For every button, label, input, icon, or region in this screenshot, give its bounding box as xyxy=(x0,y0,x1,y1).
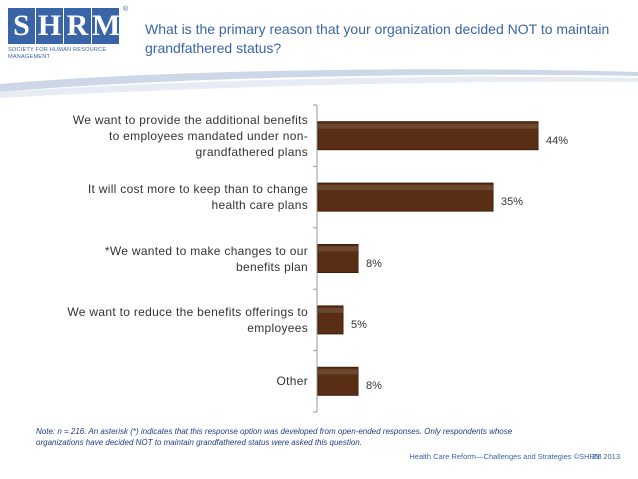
category-label-3: *We wanted to make changes to our benefit… xyxy=(20,243,308,275)
category-label-2: It will cost more to keep than to change… xyxy=(20,181,308,213)
category-label-line: We want to provide the additional benefi… xyxy=(72,112,308,127)
footnote: Note: n = 216. An asterisk (*) indicates… xyxy=(36,427,513,447)
bar-highlight-2 xyxy=(318,185,493,191)
registered-mark: ® xyxy=(122,6,128,13)
swoosh-band xyxy=(0,69,638,92)
logo-letter-r: R xyxy=(64,8,91,44)
category-label-line: health care plans xyxy=(211,198,308,213)
value-label-4: 5% xyxy=(351,318,367,331)
page-number: 21 xyxy=(592,452,601,461)
bar-1 xyxy=(317,121,539,151)
value-label-2: 35% xyxy=(501,196,524,209)
category-label-line: Other xyxy=(276,374,308,389)
bar-4 xyxy=(317,305,344,335)
value-label-3: 8% xyxy=(366,257,382,270)
value-label-5: 8% xyxy=(366,380,382,393)
category-label-line: grandfathered plans xyxy=(195,144,308,159)
category-label-line: We want to reduce the benefits offerings… xyxy=(67,304,308,319)
logo-mark: S H R M ® xyxy=(8,6,128,44)
logo-letter-m: M xyxy=(92,8,121,44)
swoosh-band-light xyxy=(0,76,638,98)
bar-highlight-3 xyxy=(318,246,358,252)
bar-highlight-4 xyxy=(318,307,343,313)
category-label-line: employees xyxy=(247,320,308,335)
logo-letter-s: S xyxy=(8,8,35,44)
category-label-4: We want to reduce the benefits offerings… xyxy=(20,304,308,336)
slide-title: What is the primary reason that your org… xyxy=(145,21,610,56)
bars xyxy=(317,121,539,396)
category-label-5: Other xyxy=(20,373,308,389)
category-label-line: to employees mandated under non- xyxy=(108,128,308,143)
logo-letter-h: H xyxy=(36,8,63,44)
header-swoosh xyxy=(0,69,638,98)
bar-highlight-5 xyxy=(318,369,358,375)
category-axis-ticks xyxy=(313,104,317,413)
category-label-line: benefits plan xyxy=(236,259,308,274)
footer-text: Health Care Reform—Challenges and Strate… xyxy=(409,452,620,461)
bar-5 xyxy=(317,366,359,396)
value-label-1: 44% xyxy=(546,134,569,147)
bar-highlight-1 xyxy=(318,123,538,129)
category-label-line: *We wanted to make changes to our xyxy=(104,243,308,258)
shrm-logo: S H R M ® Society for Human Resource Man… xyxy=(8,6,128,68)
logo-tagline: Society for Human Resource Management xyxy=(8,47,107,60)
category-label-line: It will cost more to keep than to change xyxy=(87,182,308,197)
category-label-1: We want to provide the additional benefi… xyxy=(20,112,308,160)
bar-3 xyxy=(317,244,359,273)
bar-2 xyxy=(317,182,494,212)
